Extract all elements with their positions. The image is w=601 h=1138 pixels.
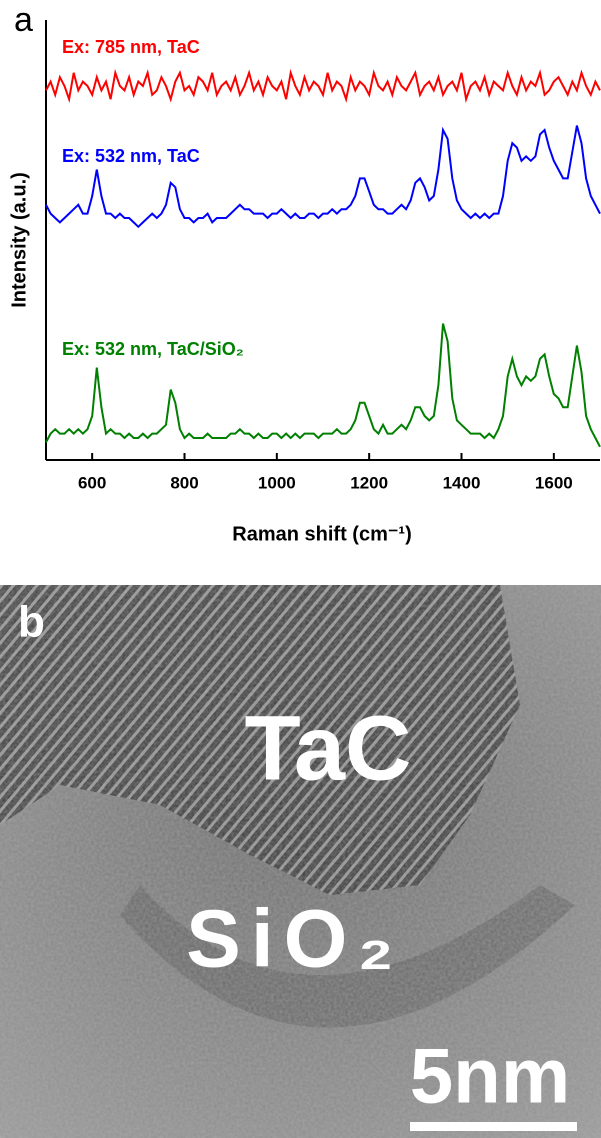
panel-label: b — [18, 598, 45, 647]
series-line — [45, 323, 601, 448]
chart: a Raman shift (cm⁻¹) Intensity (a.u.) 60… — [8, 1, 601, 545]
tem-image: b TaC SiO₂ 5nm — [0, 585, 601, 1138]
series-line — [45, 125, 601, 229]
x-tick-label: 800 — [170, 473, 198, 492]
legend-label: Ex: 532 nm, TaC — [62, 146, 200, 166]
x-tick-label: 1600 — [535, 473, 573, 492]
x-tick-label: 1000 — [258, 473, 296, 492]
panel-label: a — [14, 1, 33, 39]
y-axis-label: Intensity (a.u.) — [8, 172, 30, 308]
tac-label: TaC — [245, 697, 412, 799]
noise — [0, 585, 601, 1138]
x-tick-label: 600 — [78, 473, 106, 492]
legend-label: Ex: 532 nm, TaC/SiO₂ — [62, 339, 244, 359]
legend-label: Ex: 785 nm, TaC — [62, 37, 200, 57]
x-tick-label: 1400 — [443, 473, 481, 492]
series-line — [45, 68, 601, 104]
x-axis-label: Raman shift (cm⁻¹) — [232, 523, 411, 545]
sio2-label: SiO₂ — [186, 894, 404, 985]
scale-bar-label: 5nm — [410, 1032, 570, 1120]
x-tick-label: 1200 — [350, 473, 388, 492]
scale-bar — [410, 1122, 577, 1131]
